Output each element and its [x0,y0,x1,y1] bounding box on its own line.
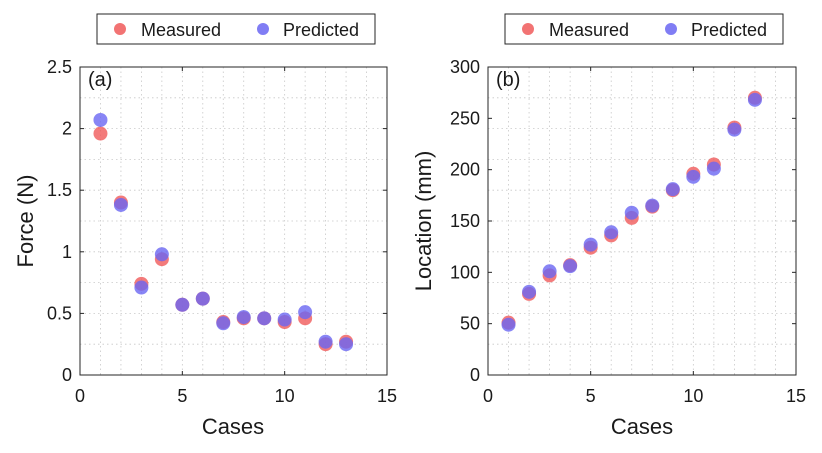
y-tick-label-force: 1.5 [47,180,72,200]
markers-location [501,90,762,332]
legend-text-measured-force: Measured [141,20,221,40]
point-predicted-location-case-12 [727,122,742,137]
markers-force [93,112,354,352]
y-tick-label-location: 100 [450,262,480,282]
y-axis-label-force: Force (N) [13,175,38,268]
y-tick-label-location: 200 [450,160,480,180]
point-predicted-location-case-1 [501,317,516,332]
legend-text-predicted-force: Predicted [283,20,359,40]
x-tick-label-location: 0 [483,386,493,406]
y-axis-label-location: Location (mm) [411,151,436,292]
legend-location: Measured Predicted [504,13,784,45]
point-predicted-force-case-11 [298,305,313,320]
point-predicted-location-case-6 [604,225,619,240]
point-predicted-force-case-1 [93,112,108,127]
point-predicted-location-case-4 [563,259,578,274]
legend-force: Measured Predicted [96,13,376,45]
ticks-force: 0 5 10 15 0 0.5 1 1.5 2 2.5 [47,57,397,406]
point-measured-force-case-1 [93,126,108,141]
legend-text-measured-location: Measured [549,20,629,40]
point-predicted-force-case-12 [318,334,333,349]
point-predicted-location-case-2 [522,284,537,299]
panel-force: 0 5 10 15 0 0.5 1 1.5 2 2.5 (a) Cases Force (N) M… [13,13,397,439]
point-predicted-location-case-10 [686,169,701,184]
point-predicted-location-case-7 [624,205,639,220]
legend-marker-measured-force [114,23,126,35]
point-predicted-location-case-5 [583,237,598,252]
point-predicted-force-case-2 [113,197,128,212]
x-tick-label-location: 15 [786,386,806,406]
point-predicted-force-case-9 [257,311,272,326]
point-predicted-force-case-5 [175,297,190,312]
y-tick-label-force: 2 [62,119,72,139]
x-tick-label-force: 15 [377,386,397,406]
point-predicted-force-case-13 [339,337,354,352]
legend-marker-predicted-location [665,23,677,35]
panel-label-b: (b) [496,69,520,91]
x-tick-label-force: 0 [75,386,85,406]
point-predicted-force-case-4 [154,247,169,262]
point-predicted-location-case-8 [645,198,660,213]
point-predicted-location-case-13 [747,92,762,107]
y-tick-label-force: 2.5 [47,57,72,77]
legend-marker-predicted-force [257,23,269,35]
x-tick-label-force: 10 [275,386,295,406]
y-tick-label-location: 250 [450,108,480,128]
legend-marker-measured-location [522,23,534,35]
y-tick-label-location: 0 [470,365,480,385]
point-predicted-force-case-3 [134,280,149,295]
panel-label-a: (a) [88,69,112,91]
point-predicted-location-case-3 [542,264,557,279]
point-predicted-location-case-11 [706,161,721,176]
y-tick-label-force: 0 [62,365,72,385]
y-tick-label-force: 1 [62,242,72,262]
y-tick-label-force: 0.5 [47,303,72,323]
x-tick-label-location: 5 [586,386,596,406]
point-predicted-force-case-6 [195,291,210,306]
legend-text-predicted-location: Predicted [691,20,767,40]
plot-frame-force [79,66,388,376]
x-axis-label-force: Cases [202,414,264,439]
point-predicted-force-case-10 [277,312,292,327]
x-tick-label-force: 5 [177,386,187,406]
grid-location [488,67,796,375]
y-tick-label-location: 300 [450,57,480,77]
legend-box-location [504,13,784,45]
legend-box-force [96,13,376,45]
point-predicted-force-case-7 [216,316,231,331]
grid-force [80,67,387,375]
y-tick-label-location: 50 [460,314,480,334]
x-axis-label-location: Cases [611,414,673,439]
x-tick-label-location: 10 [683,386,703,406]
point-predicted-location-case-9 [665,182,680,197]
y-tick-label-location: 150 [450,211,480,231]
point-predicted-force-case-8 [236,310,251,325]
